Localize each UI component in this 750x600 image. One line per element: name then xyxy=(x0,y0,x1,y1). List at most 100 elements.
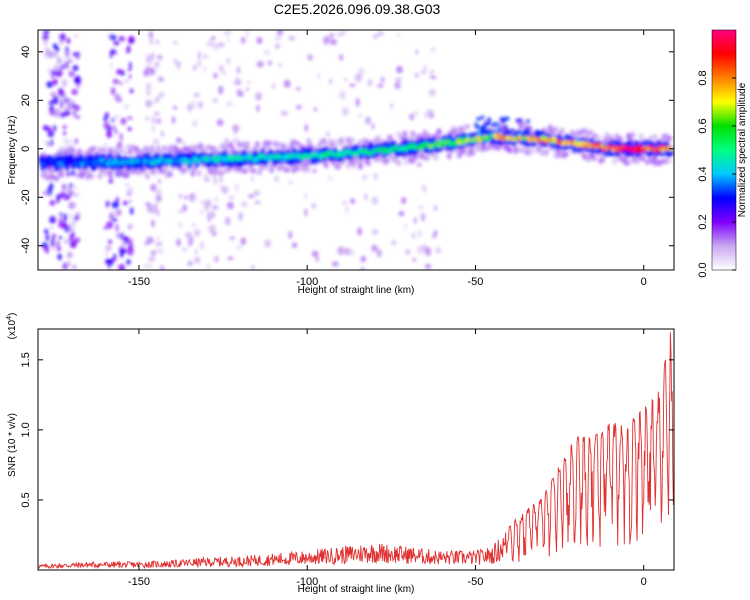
heat-cell xyxy=(62,222,68,229)
heat-cell xyxy=(429,70,434,74)
heat-cell xyxy=(61,78,68,88)
y-tick-label: 0.5 xyxy=(20,492,32,507)
heat-cell xyxy=(71,184,78,190)
heat-cell xyxy=(277,63,282,67)
heat-cell xyxy=(46,81,53,88)
heat-cell xyxy=(43,30,50,35)
heat-cell xyxy=(437,143,442,149)
heat-cell xyxy=(146,236,154,244)
heat-cell xyxy=(525,119,530,124)
heat-cell xyxy=(63,131,66,136)
heat-cell xyxy=(274,35,282,41)
heat-cell xyxy=(524,127,529,132)
heat-cell xyxy=(499,117,504,121)
heat-cell xyxy=(74,138,78,145)
heat-cell xyxy=(218,42,225,48)
heat-cell xyxy=(74,215,79,221)
heat-cell xyxy=(145,99,153,108)
heat-cell xyxy=(624,160,630,167)
heat-cell xyxy=(582,153,587,160)
heat-cell xyxy=(234,80,242,85)
heat-cell xyxy=(263,50,271,55)
spectrogram-heatmap xyxy=(38,30,674,270)
heat-cell xyxy=(291,139,297,146)
heat-cell xyxy=(123,172,129,179)
heat-cell xyxy=(234,128,237,135)
heat-cell xyxy=(497,144,503,151)
heat-cell xyxy=(51,51,59,58)
heat-cell xyxy=(344,204,350,214)
heat-cell xyxy=(446,153,452,160)
heat-cell xyxy=(115,223,119,232)
heat-cell xyxy=(216,119,224,127)
heat-cell xyxy=(592,133,598,139)
heat-cell xyxy=(254,141,260,148)
heat-cell xyxy=(127,127,132,131)
heat-cell xyxy=(45,233,50,242)
heat-cell xyxy=(190,222,196,228)
heat-cell xyxy=(156,235,161,240)
heat-cell xyxy=(127,223,133,230)
heat-cell xyxy=(333,142,339,149)
spectrogram-xlabel: Height of straight line (km) xyxy=(298,285,415,296)
heat-cell xyxy=(184,146,190,153)
heat-cell xyxy=(128,199,132,203)
heat-cell xyxy=(120,117,127,125)
heat-cell xyxy=(174,61,181,65)
heat-cell xyxy=(604,132,610,139)
heat-cell xyxy=(199,200,206,205)
colorbar-tick-label: 0.6 xyxy=(697,118,709,133)
heat-cell xyxy=(129,88,134,94)
heat-cell xyxy=(67,251,73,258)
heat-cell xyxy=(74,202,77,208)
heat-cell xyxy=(70,170,76,177)
heat-cell xyxy=(59,95,64,102)
heat-cell xyxy=(211,155,216,160)
heat-cell xyxy=(225,57,231,65)
heat-cell xyxy=(475,145,480,152)
heat-cell xyxy=(113,40,120,46)
heat-cell xyxy=(57,253,62,261)
heat-cell xyxy=(153,202,158,211)
heat-cell xyxy=(123,151,128,155)
heat-cell xyxy=(206,178,210,182)
heat-cell xyxy=(68,190,74,196)
heat-cell xyxy=(57,87,64,97)
heat-cell xyxy=(454,126,460,133)
heat-cell xyxy=(115,196,119,204)
heat-cell xyxy=(480,128,484,133)
heat-cell xyxy=(481,143,486,150)
heat-cell xyxy=(49,167,54,174)
heat-cell xyxy=(662,133,668,139)
heat-cell xyxy=(103,226,108,230)
heat-cell xyxy=(62,124,67,130)
heat-cell xyxy=(199,241,205,250)
heat-cell xyxy=(203,67,207,72)
heat-cell xyxy=(325,132,331,136)
heat-cell xyxy=(434,205,437,211)
heat-cell xyxy=(539,150,545,157)
heat-cell xyxy=(396,33,400,38)
heat-cell xyxy=(48,100,55,105)
heat-cell xyxy=(414,217,417,225)
heat-cell xyxy=(256,104,260,112)
heat-cell xyxy=(126,259,131,265)
heat-cell xyxy=(371,122,375,130)
heat-cell xyxy=(54,109,61,118)
heat-cell xyxy=(553,126,559,133)
spectrogram-frame xyxy=(37,29,675,271)
heat-cell xyxy=(281,156,286,161)
heat-cell xyxy=(339,90,346,100)
heat-cell xyxy=(226,201,234,210)
heat-cell xyxy=(423,64,427,74)
heat-cell xyxy=(146,90,151,96)
heat-cell xyxy=(67,59,73,63)
heat-cell xyxy=(648,135,654,142)
heat-cell xyxy=(269,167,274,174)
heat-cell xyxy=(172,57,178,64)
heat-cell xyxy=(74,33,79,39)
heat-cell xyxy=(213,42,220,51)
heat-cell xyxy=(363,138,369,145)
heat-cell xyxy=(226,36,230,43)
heat-cell xyxy=(323,36,330,45)
